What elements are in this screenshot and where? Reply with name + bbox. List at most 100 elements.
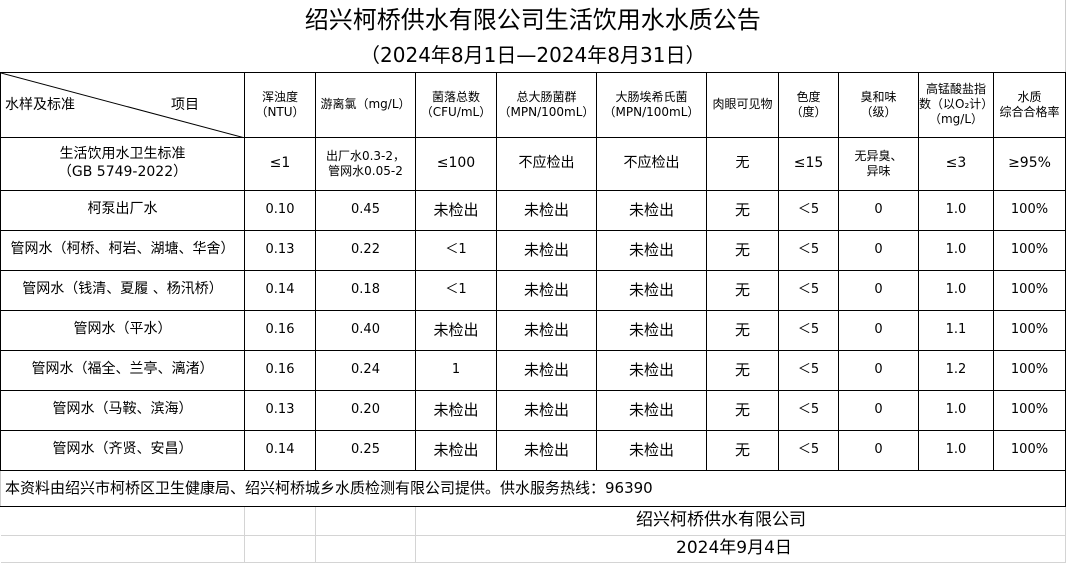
measurement-value: ＜5 — [778, 429, 839, 471]
standard-value: ≤100 — [415, 136, 497, 191]
measurement-value: 无 — [706, 389, 779, 431]
column-header: 水质 综合合格率 — [993, 71, 1066, 138]
table-row: 管网水（钱清、夏履 、杨汛桥） 0.14 0.18 ＜1 未检出 未检出无＜5 0 1.0 10… — [0, 269, 1066, 311]
table-row: 管网水（平水） 0.16 0.40 未检出 未检出 未检出无＜5 0 1.1 100% — [0, 309, 1066, 351]
standard-value: 不应检出 — [496, 136, 597, 191]
measurement-value: 未检出 — [596, 389, 707, 431]
measurement-value: 未检出 — [415, 309, 497, 351]
column-header: 肉眼可见物 — [706, 71, 779, 138]
measurement-value: 0.40 — [315, 309, 416, 351]
measurement-value: 未检出 — [596, 189, 707, 231]
measurement-value: 0 — [838, 229, 919, 271]
standard-value: 不应检出 — [596, 136, 707, 191]
measurement-value: 未检出 — [496, 189, 597, 231]
measurement-value: ＜5 — [778, 389, 839, 431]
measurement-value: 0.18 — [315, 269, 416, 311]
standard-value-line: ≤15 — [793, 154, 824, 171]
measurement-value: 0.25 — [315, 429, 416, 471]
sample-name: 管网水（福全、兰亭、漓渚） — [0, 349, 245, 391]
measurement-value: ＜1 — [415, 229, 497, 271]
table-row: 管网水（柯桥、柯岩、湖塘、华舍） 0.13 0.22 ＜1 未检出 未检出无＜5 0 1.0 1… — [0, 229, 1066, 271]
measurement-value: 未检出 — [496, 269, 597, 311]
standard-value: ≤1 — [244, 136, 316, 191]
measurement-value: 0.22 — [315, 229, 416, 271]
standard-value: ≤15 — [778, 136, 839, 191]
table-row: 管网水（福全、兰亭、漓渚） 0.16 0.24 1 未检出 未检出无＜5 0 1.2 100% — [0, 349, 1066, 391]
measurement-value: 0.14 — [244, 269, 316, 311]
measurement-value: 0 — [838, 309, 919, 351]
measurement-value: 1.0 — [918, 389, 994, 431]
measurement-value: 0.16 — [244, 349, 316, 391]
company-name: 绍兴柯桥供水有限公司 — [415, 506, 1066, 536]
measurement-value: 100% — [993, 349, 1066, 391]
measurement-value: 未检出 — [496, 229, 597, 271]
column-header: 高锰酸盐指 数（以O₂计） （mg/L） — [918, 71, 994, 138]
date-range: （2024年8月1日—2024年8月31日） — [0, 40, 1066, 73]
measurement-value: 未检出 — [415, 189, 497, 231]
standard-value: 出厂水0.3-2， 管网水0.05-2 — [315, 136, 416, 191]
measurement-value: 无 — [706, 429, 779, 471]
column-header: 游离氯（mg/L） — [315, 71, 416, 138]
measurement-value: 100% — [993, 269, 1066, 311]
standard-value-line: 无异臭、 — [854, 148, 903, 163]
column-header: 色度 （度） — [778, 71, 839, 138]
measurement-value: 1.1 — [918, 309, 994, 351]
column-header-line: 浑浊度 — [261, 89, 298, 104]
sample-name: 管网水（钱清、夏履 、杨汛桥） — [0, 269, 245, 311]
standard-value-line: ≥95% — [1008, 154, 1051, 171]
measurement-value: 1.0 — [918, 229, 994, 271]
column-header-line: 大肠埃希氏菌 — [615, 89, 688, 104]
measurement-value: 未检出 — [415, 429, 497, 471]
column-header: 浑浊度 （NTU） — [244, 71, 316, 138]
column-header-line: （MPN/100mL） — [603, 104, 700, 119]
standard-value-line: ≤1 — [269, 154, 291, 171]
standard-value: ≤3 — [918, 136, 994, 191]
measurement-value: 1.0 — [918, 269, 994, 311]
measurement-value: ＜5 — [778, 269, 839, 311]
measurement-value: 0.14 — [244, 429, 316, 471]
measurement-value: 未检出 — [596, 429, 707, 471]
column-header-line: 水质 — [1017, 89, 1042, 104]
measurement-value: 1 — [415, 349, 497, 391]
standard-value: 无异臭、 异味 — [838, 136, 919, 191]
measurement-value: 100% — [993, 429, 1066, 471]
measurement-value: 无 — [706, 229, 779, 271]
standard-value-line: ≤3 — [945, 154, 967, 171]
measurement-value: 0 — [838, 389, 919, 431]
measurement-value: 1.0 — [918, 429, 994, 471]
measurement-value: 无 — [706, 309, 779, 351]
corner-right-label: 项目 — [171, 96, 199, 113]
measurement-value: ＜1 — [415, 269, 497, 311]
standard-value-line: 管网水0.05-2 — [328, 163, 403, 178]
page-title: 绍兴柯桥供水有限公司生活饮用水水质公告 — [0, 0, 1066, 40]
sample-name: 管网水（柯桥、柯岩、湖塘、华舍） — [0, 229, 245, 271]
column-header-line: （NTU） — [255, 104, 305, 119]
measurement-value: 0.13 — [244, 389, 316, 431]
column-header-line: 臭和味 — [860, 89, 897, 104]
table-row: 管网水（齐贤、安昌） 0.14 0.25 未检出 未检出 未检出无＜5 0 1.0 100% — [0, 429, 1066, 471]
publish-date: 2024年9月4日 — [415, 535, 1066, 563]
corner-header-cell: 水样及标准 项目 — [0, 71, 245, 138]
standard-code: （GB 5749-2022） — [57, 163, 188, 180]
measurement-value: 未检出 — [596, 349, 707, 391]
column-header-line: 综合合格率 — [999, 104, 1060, 119]
measurement-value: ＜5 — [778, 349, 839, 391]
measurement-value: 1.2 — [918, 349, 994, 391]
column-header: 菌落总数 （CFU/mL） — [415, 71, 497, 138]
column-header-line: （mg/L） — [928, 112, 984, 126]
measurement-value: 未检出 — [415, 389, 497, 431]
column-header-line: （度） — [790, 104, 827, 119]
measurement-value: 未检出 — [596, 269, 707, 311]
footnote: 本资料由绍兴市柯桥区卫生健康局、绍兴柯桥城乡水质检测有限公司提供。供水服务热线：… — [0, 469, 1066, 507]
standard-value-line: ≤100 — [436, 154, 476, 171]
measurement-value: 未检出 — [596, 229, 707, 271]
column-header: 臭和味 （级） — [838, 71, 919, 138]
sample-name: 管网水（齐贤、安昌） — [0, 429, 245, 471]
column-header-line: 总大肠菌群 — [516, 89, 577, 104]
measurement-value: 1.0 — [918, 189, 994, 231]
column-header: 总大肠菌群 （MPN/100mL） — [496, 71, 597, 138]
measurement-value: 未检出 — [596, 309, 707, 351]
column-header-line: 菌落总数 — [431, 89, 480, 104]
column-header-line: （级） — [860, 104, 897, 119]
column-header-line: 数（以O₂计） — [919, 97, 994, 111]
